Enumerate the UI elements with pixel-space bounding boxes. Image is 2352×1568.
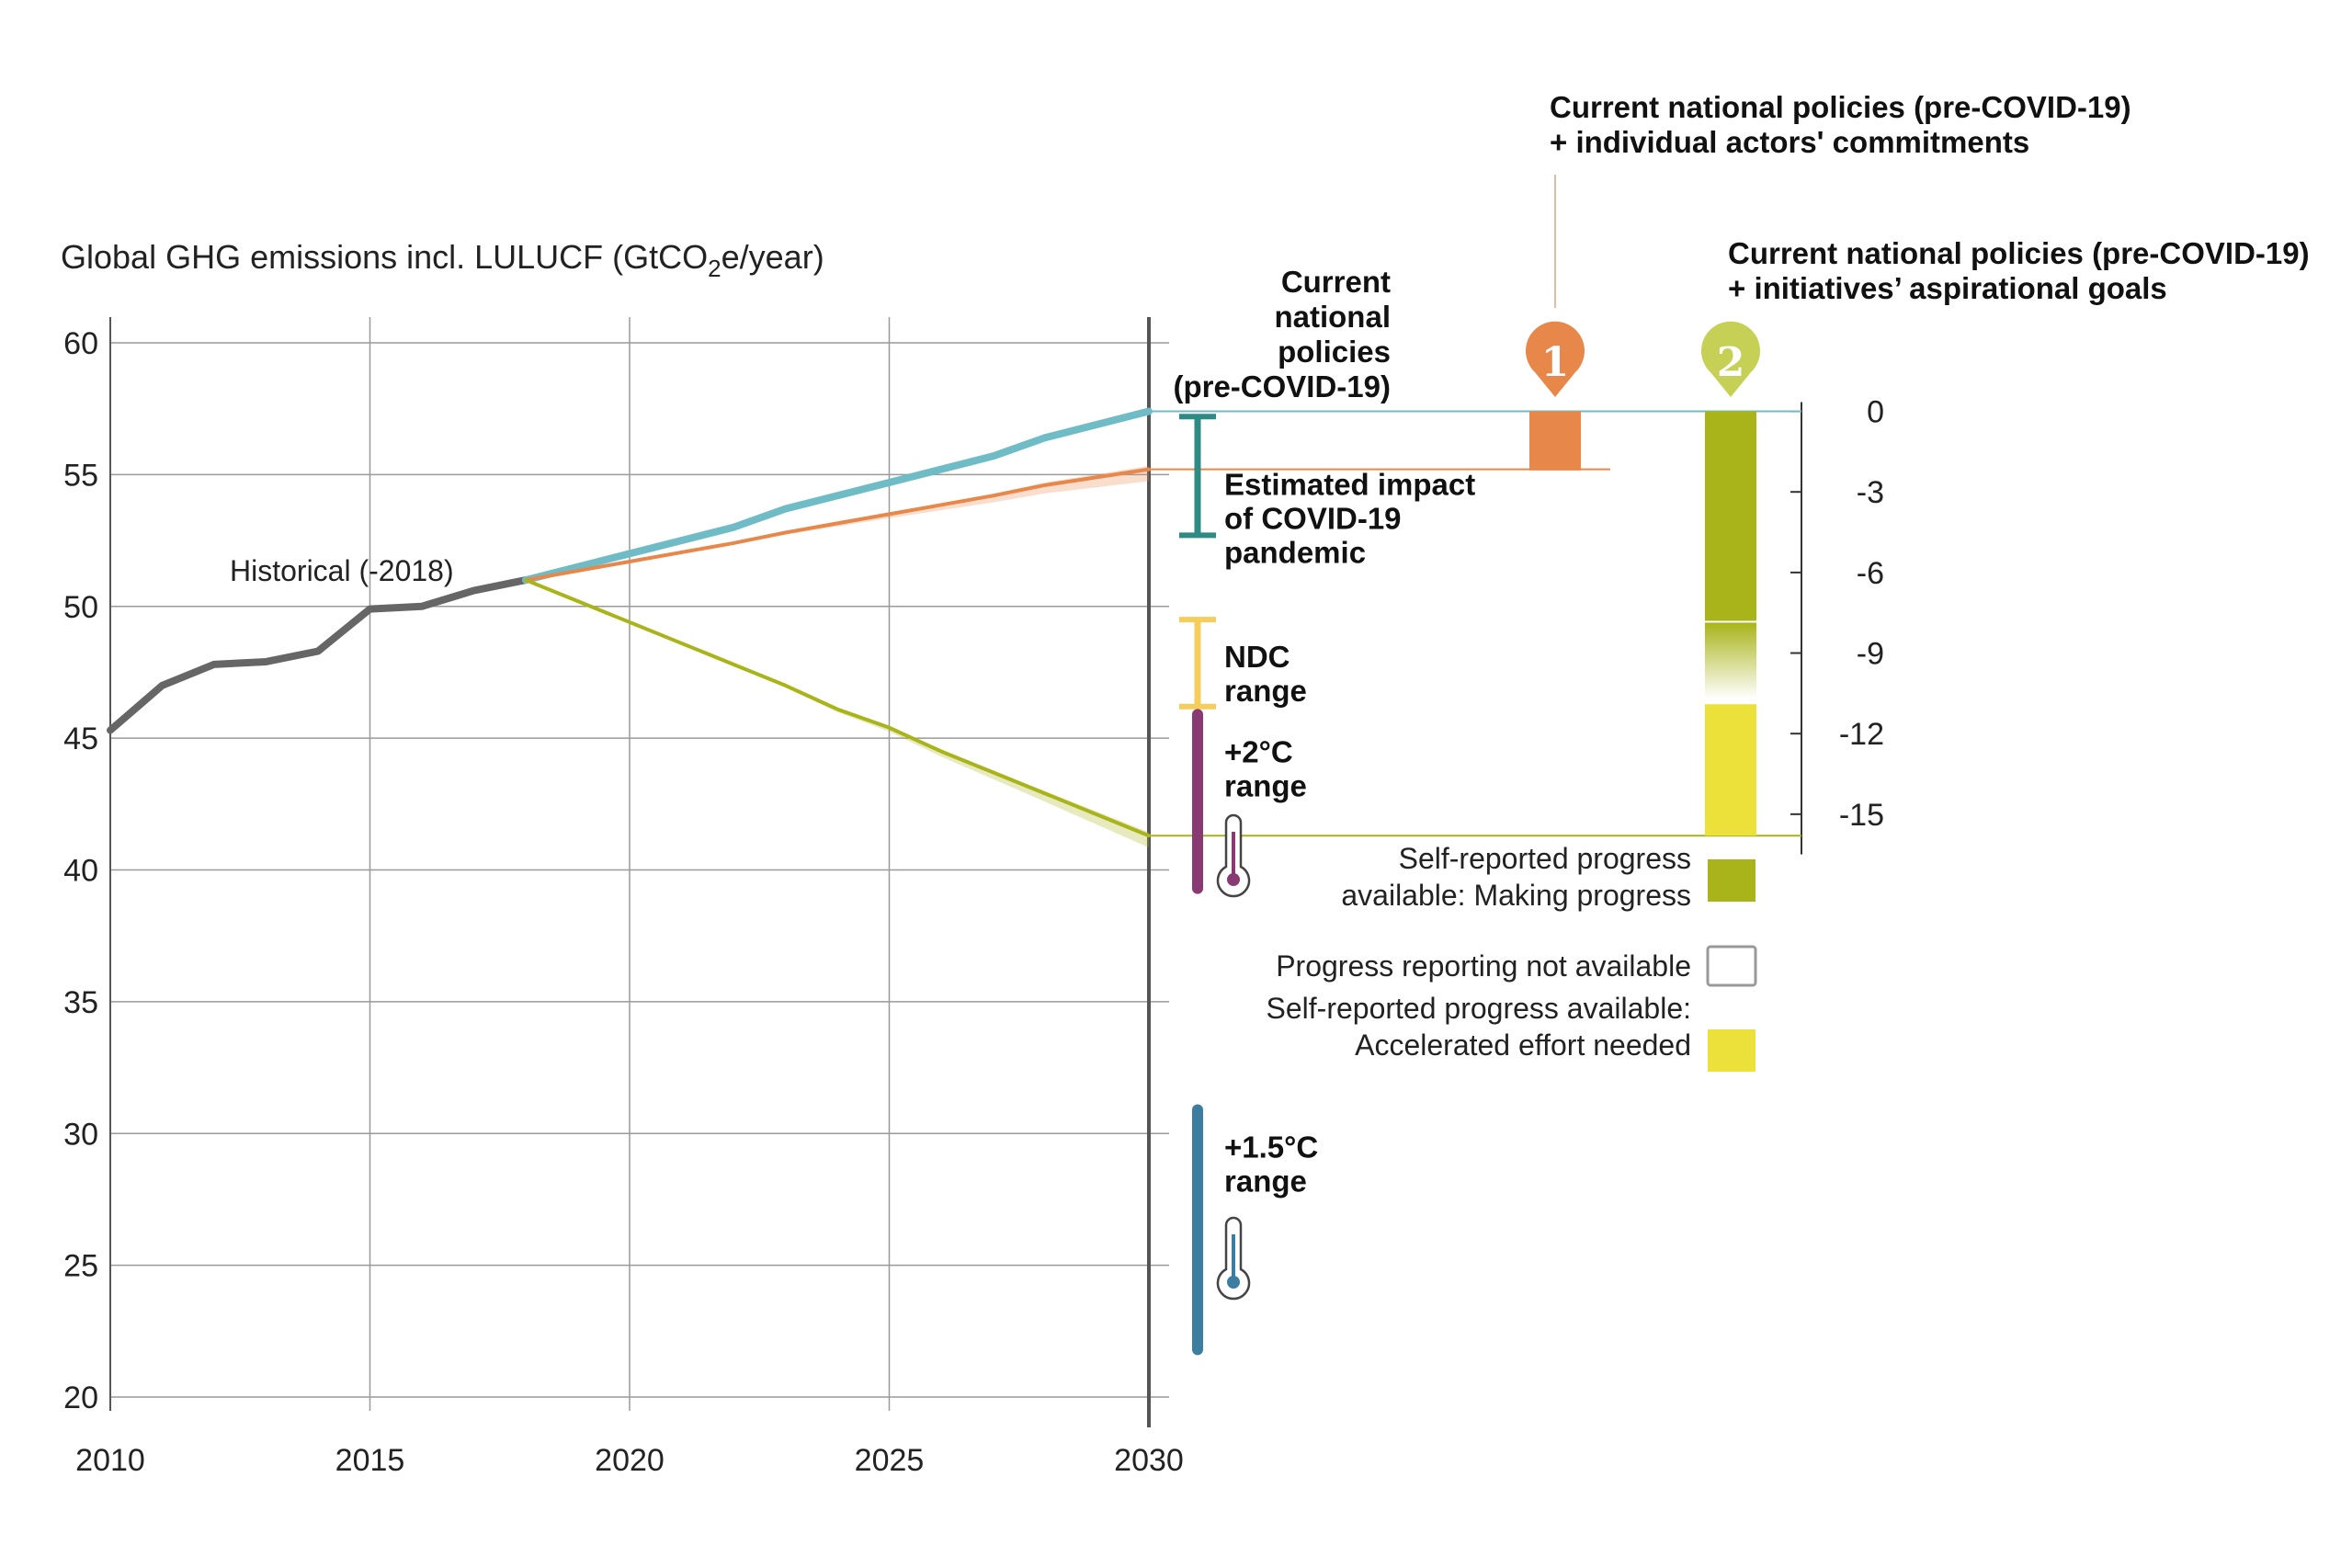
current-policies-label: national (1274, 300, 1391, 334)
thermometer-icon (1216, 813, 1251, 898)
scenario2-pin (1701, 321, 1760, 397)
legend-label-making: Self-reported progress (1399, 842, 1691, 875)
title-subscript: 2 (708, 255, 721, 282)
ndc-range-label: range (1224, 674, 1307, 708)
scenario2-not-available-segment (1705, 622, 1756, 699)
legend-label-making: available: Making progress (1341, 879, 1691, 912)
one_five_c-range-label: range (1224, 1164, 1307, 1198)
right-axis-tick-label: -9 (1857, 637, 1884, 672)
actors_commitments-line (524, 467, 1151, 583)
x-tick-label: 2025 (855, 1443, 925, 1478)
y-tick-label: 25 (63, 1249, 98, 1284)
legend-swatch-accel (1708, 1029, 1755, 1072)
right-axis-tick-label: -3 (1857, 475, 1884, 510)
x-tick-label: 2010 (75, 1443, 145, 1478)
legend-swatch-na (1706, 945, 1757, 987)
x-tick-label: 2030 (1114, 1443, 1184, 1478)
scenario1-pin (1526, 321, 1585, 397)
y-tick-label: 50 (63, 590, 98, 625)
y-tick-label: 45 (63, 722, 98, 756)
scenario2-accelerated-segment (1705, 704, 1756, 836)
covid-range-label: of COVID-19 (1224, 501, 1402, 535)
thermometer-bulb (1227, 873, 1240, 886)
right-axis-tick-label: 0 (1867, 395, 1884, 430)
chart-title: Global GHG emissions incl. LULUCF (GtCO2… (61, 238, 824, 282)
one_five_c-range-label: +1.5°C (1224, 1130, 1318, 1164)
y-tick-label: 40 (63, 854, 98, 889)
range-bars (1179, 414, 1251, 1356)
scenario2-making-progress-segment (1705, 411, 1756, 621)
aspirational_goals-line (524, 578, 1151, 838)
two_c-range-label: range (1224, 768, 1307, 802)
current-policies-label: Current (1281, 265, 1391, 299)
right-axis-tick-label: -15 (1839, 798, 1884, 833)
scenario2-marker: 2 (1701, 321, 1760, 397)
legend-label-accel: Accelerated effort needed (1355, 1028, 1691, 1062)
historical-label: Historical (-2018) (230, 554, 454, 587)
y-tick-label: 30 (63, 1117, 98, 1152)
legend-label-na: Progress reporting not available (1276, 949, 1691, 983)
two_c-range-label: +2°C (1224, 734, 1293, 768)
y-tick-label: 55 (63, 458, 98, 493)
right-axis-tick-label: -12 (1839, 717, 1884, 752)
thermometer-bulb (1227, 1276, 1240, 1289)
scenario1-number: 1 (1541, 339, 1570, 386)
right-axis-tick-label: -6 (1857, 556, 1884, 591)
scenario1-bar (1529, 411, 1581, 471)
legend-label-accel: Self-reported progress available: (1267, 992, 1691, 1025)
covid-range-label: Estimated impact (1224, 467, 1475, 501)
scenario2-title: + initiatives’ aspirational goals (1728, 271, 2167, 305)
chart-labels: Global GHG emissions incl. LULUCF (GtCO2… (61, 90, 2310, 1198)
scenario2-number: 2 (1717, 339, 1745, 386)
covid-range-label: pandemic (1224, 535, 1366, 569)
title-part: e/year) (722, 238, 824, 276)
scenario1-title: Current national policies (pre-COVID-19) (1550, 90, 2131, 124)
current_policies-line (522, 407, 1153, 585)
y-tick-label: 35 (63, 985, 98, 1020)
title-part: Global GHG emissions incl. LULUCF (GtCO (61, 238, 708, 276)
current-policies-label: policies (1278, 335, 1391, 369)
legend-swatch-making (1708, 859, 1755, 902)
scenario2-title: Current national policies (pre-COVID-19) (1728, 236, 2310, 270)
x-tick-label: 2020 (595, 1443, 665, 1478)
series-lines (107, 407, 1801, 848)
scenario1-title: + individual actors' commitments (1550, 125, 2029, 159)
current-policies-label: (pre-COVID-19) (1173, 369, 1391, 403)
aspirational_goals-uncertainty-band (526, 580, 1149, 848)
ndc-range-label: NDC (1224, 640, 1290, 674)
historical-line (107, 576, 529, 734)
x-tick-label: 2015 (335, 1443, 405, 1478)
thermometer-icon (1216, 1216, 1251, 1301)
grid-lines (109, 317, 1169, 1411)
scenario1-marker: 1 (1526, 321, 1585, 397)
y-tick-label: 20 (63, 1381, 98, 1415)
y-tick-label: 60 (63, 326, 98, 361)
